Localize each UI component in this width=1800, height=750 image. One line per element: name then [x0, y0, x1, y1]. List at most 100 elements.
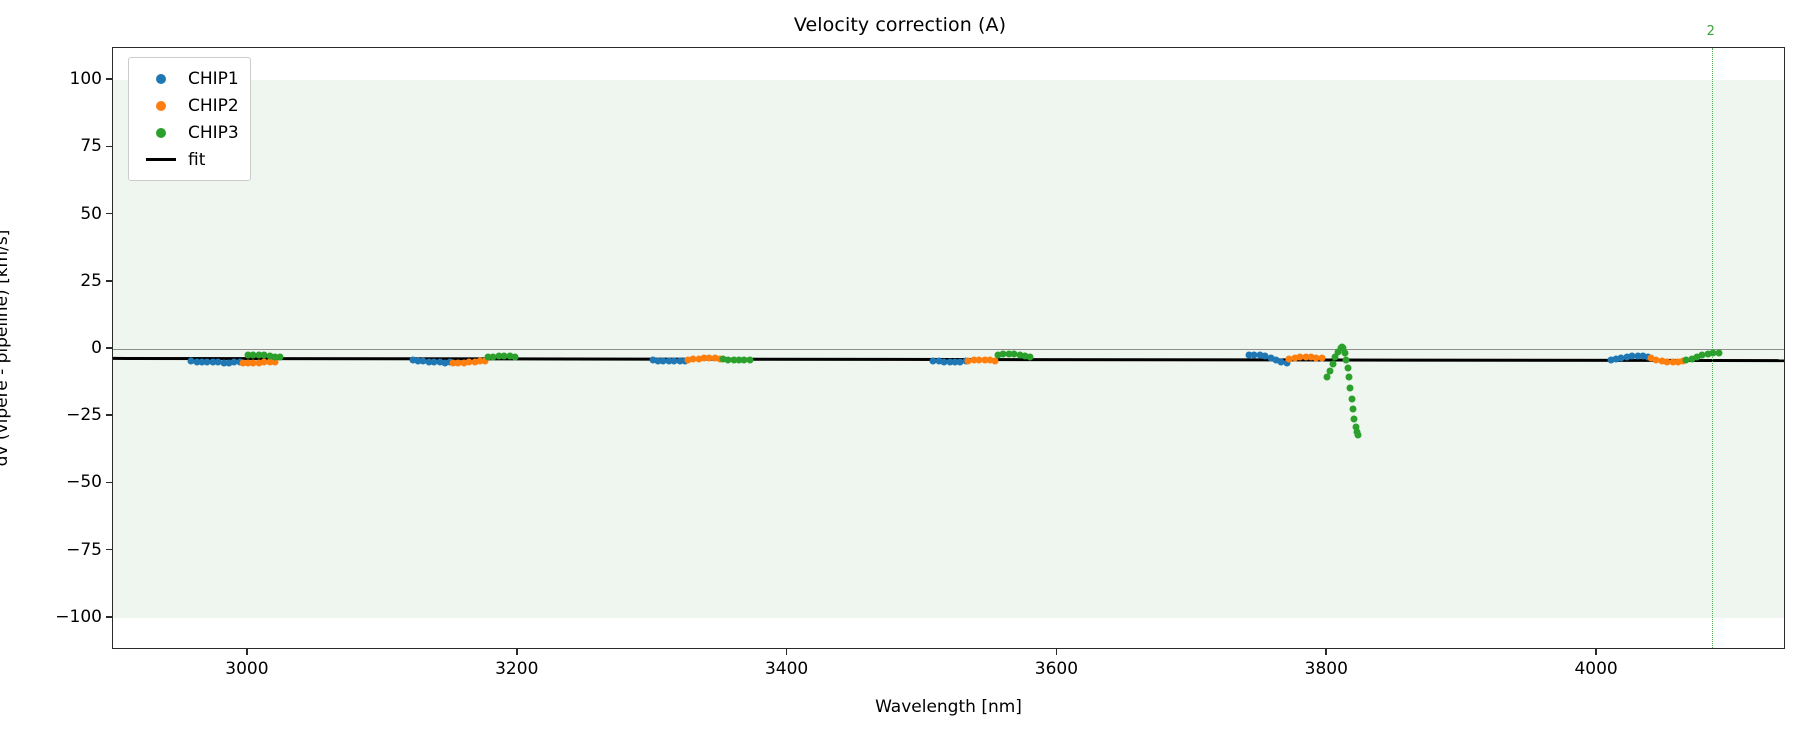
- data-point-chip2: [1647, 354, 1655, 362]
- y-tick-mark: [106, 347, 112, 349]
- y-tick-label: 50: [80, 203, 102, 224]
- y-tick-mark: [106, 548, 112, 551]
- data-point-chip2: [1285, 355, 1293, 363]
- data-point-chip2: [244, 359, 252, 367]
- data-point-chip3: [1339, 344, 1347, 352]
- data-point-chip2: [460, 359, 468, 367]
- data-point-chip1: [214, 358, 222, 366]
- data-point-chip1: [198, 358, 206, 366]
- data-point-chip1: [676, 357, 684, 365]
- data-point-chip3: [724, 356, 732, 364]
- data-point-chip3: [1688, 355, 1696, 363]
- data-point-chip3: [244, 351, 252, 359]
- data-point-chip3: [511, 353, 519, 361]
- data-point-chip1: [946, 358, 953, 366]
- data-point-chip2: [970, 356, 978, 364]
- legend-item-fit[interactable]: fit: [138, 146, 239, 173]
- data-point-chip2: [266, 358, 273, 366]
- data-point-chip1: [1261, 352, 1269, 360]
- data-point-chip3: [1354, 431, 1362, 439]
- data-point-chip2: [1663, 358, 1671, 366]
- legend-item-chip3[interactable]: CHIP3: [138, 119, 239, 146]
- data-point-chip3: [255, 351, 263, 359]
- data-point-chip3: [1352, 423, 1360, 431]
- data-point-chip2: [449, 359, 457, 367]
- legend-item-chip2[interactable]: CHIP2: [138, 92, 239, 119]
- data-point-chip3: [1349, 405, 1357, 413]
- legend[interactable]: CHIP1 CHIP2 CHIP3 fit: [128, 57, 251, 181]
- data-point-chip2: [689, 355, 697, 363]
- data-point-chip2: [1674, 358, 1682, 366]
- y-tick-label: 75: [80, 136, 102, 157]
- data-point-chip1: [1277, 358, 1285, 366]
- vertical-marker-label: 2: [1706, 24, 1715, 39]
- data-point-chip1: [225, 359, 233, 367]
- data-point-chip1: [1245, 351, 1253, 359]
- y-tick-label: 100: [69, 69, 102, 90]
- data-point-chip1: [220, 359, 228, 367]
- data-point-chip3: [746, 356, 754, 364]
- data-point-chip1: [414, 357, 422, 365]
- x-tick-label: 3800: [1304, 659, 1348, 679]
- data-point-chip1: [940, 358, 948, 366]
- data-point-chip1: [1612, 355, 1620, 363]
- data-point-chip2: [1669, 358, 1677, 366]
- data-point-chip1: [1623, 353, 1631, 361]
- data-point-chip2: [964, 357, 972, 365]
- data-point-chip3: [500, 352, 508, 360]
- x-tick-mark: [1595, 649, 1597, 655]
- data-point-chip2: [260, 358, 268, 366]
- data-point-chip3: [994, 351, 1002, 359]
- data-point-chip3: [266, 352, 273, 360]
- data-point-chip1: [649, 356, 657, 364]
- data-point-chip1: [430, 358, 438, 366]
- data-point-chip1: [1283, 359, 1291, 367]
- data-point-chip3: [1348, 395, 1356, 403]
- y-tick-label: −100: [55, 606, 102, 627]
- data-point-chip1: [1607, 356, 1615, 364]
- data-point-chip3: [276, 353, 284, 361]
- y-tick-mark: [106, 615, 112, 618]
- data-point-chip3: [999, 350, 1007, 358]
- data-point-chip3: [1021, 352, 1029, 360]
- x-tick-mark: [1325, 649, 1328, 655]
- data-point-chip1: [409, 356, 417, 364]
- x-tick-label: 3400: [764, 659, 809, 679]
- data-point-chip1: [654, 357, 662, 365]
- data-point-chip1: [670, 357, 678, 365]
- data-point-chip3: [1350, 415, 1358, 423]
- data-point-chip3: [719, 355, 727, 363]
- x-tick-mark: [246, 649, 248, 655]
- y-tick-mark: [106, 212, 112, 215]
- y-tick-label: −75: [66, 539, 102, 560]
- data-point-chip3: [1026, 353, 1034, 361]
- zero-reference-line: [113, 349, 1784, 350]
- data-point-chip2: [695, 355, 703, 363]
- legend-label: CHIP3: [188, 122, 239, 143]
- data-point-chip2: [239, 359, 247, 367]
- y-tick-mark: [106, 145, 112, 148]
- data-point-chip1: [659, 357, 667, 365]
- legend-dot-icon: [138, 73, 184, 84]
- data-point-chip2: [1296, 353, 1304, 361]
- data-point-chip1: [1639, 352, 1647, 360]
- data-point-chip3: [489, 353, 497, 361]
- data-point-chip1: [1250, 351, 1258, 359]
- data-point-chip1: [209, 358, 217, 366]
- y-tick-label: 0: [91, 338, 102, 358]
- data-point-chip3: [506, 352, 514, 360]
- y-tick-label: 25: [80, 270, 102, 291]
- legend-item-chip1[interactable]: CHIP1: [138, 65, 239, 92]
- data-point-chip2: [711, 354, 719, 362]
- data-point-chip3: [740, 356, 748, 364]
- y-tick-label: −25: [66, 405, 102, 426]
- legend-dot-icon: [138, 127, 184, 138]
- data-point-chip3: [495, 352, 503, 360]
- x-tick-label: 4000: [1574, 659, 1618, 679]
- data-point-chip2: [481, 357, 489, 365]
- x-tick-label: 3200: [495, 659, 539, 679]
- data-point-chip2: [271, 358, 279, 366]
- data-point-chip1: [419, 357, 427, 365]
- data-point-chip3: [730, 356, 738, 364]
